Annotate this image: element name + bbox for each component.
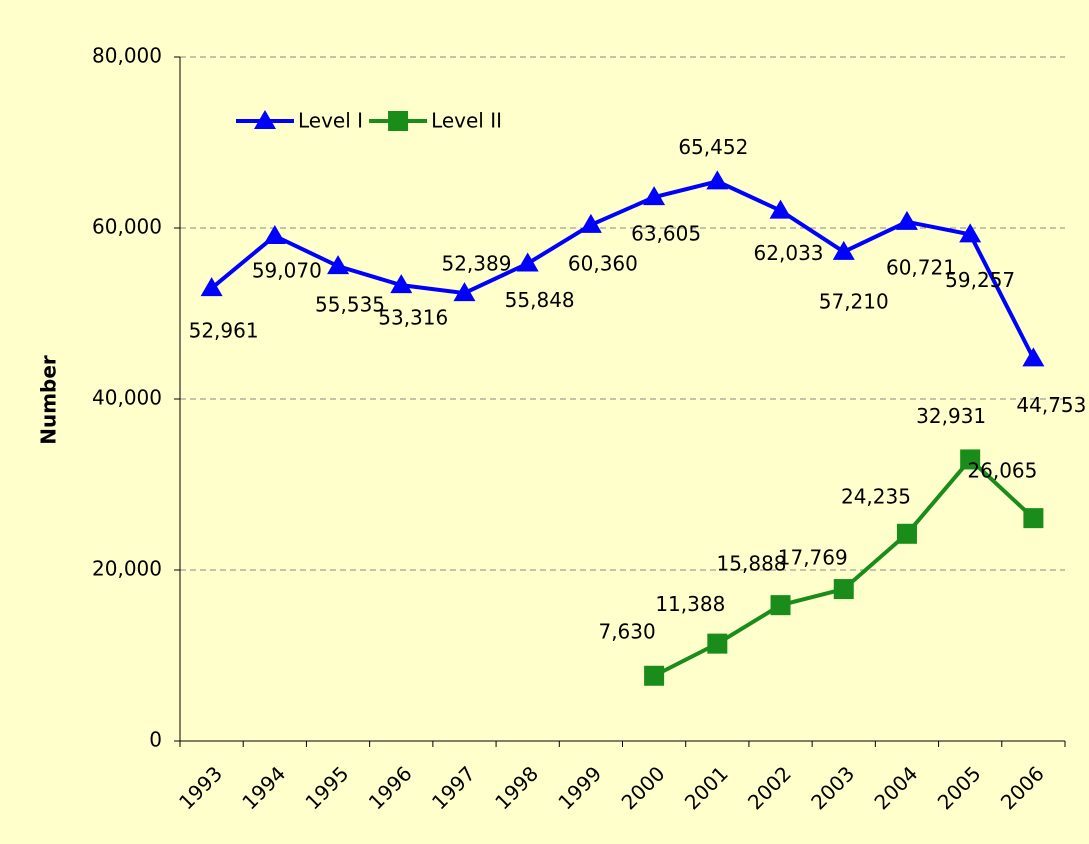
data-label: 26,065 xyxy=(967,459,1037,483)
y-tick-label: 60,000 xyxy=(92,215,162,239)
data-label: 44,753 xyxy=(1016,393,1086,417)
data-point xyxy=(516,252,539,272)
y-tick-label: 80,000 xyxy=(92,44,162,68)
data-point xyxy=(263,224,286,244)
data-label: 63,605 xyxy=(631,222,701,246)
data-label: 60,721 xyxy=(886,255,956,279)
y-tick-label: 0 xyxy=(149,728,162,752)
data-label: 62,033 xyxy=(754,241,824,265)
data-label: 53,316 xyxy=(378,306,448,330)
data-point xyxy=(579,213,602,233)
data-label: 60,360 xyxy=(568,251,638,275)
data-point xyxy=(1022,347,1045,367)
data-label: 11,388 xyxy=(655,592,725,616)
data-label: 52,389 xyxy=(441,252,511,276)
legend-label: Level I xyxy=(298,109,363,133)
data-label: 55,848 xyxy=(505,288,575,312)
data-label: 55,535 xyxy=(315,293,385,317)
data-label: 59,257 xyxy=(945,268,1015,292)
data-label: 24,235 xyxy=(841,484,911,508)
data-point xyxy=(960,449,981,470)
data-point xyxy=(832,240,855,260)
legend-label: Level II xyxy=(431,109,502,133)
data-point xyxy=(770,595,791,616)
data-point xyxy=(706,170,729,190)
data-point xyxy=(833,579,854,600)
data-label: 7,630 xyxy=(598,619,655,643)
data-point xyxy=(327,255,350,275)
data-point xyxy=(1023,508,1044,529)
legend-marker xyxy=(388,111,409,131)
series-line xyxy=(210,179,1036,360)
data-label: 15,888 xyxy=(717,552,787,576)
data-point xyxy=(707,633,728,654)
data-point xyxy=(644,665,665,686)
data-point xyxy=(769,199,792,219)
y-axis-title: Number xyxy=(37,355,61,445)
data-label: 57,210 xyxy=(819,289,889,313)
data-point xyxy=(959,223,982,243)
data-point xyxy=(895,210,918,230)
y-tick-label: 20,000 xyxy=(92,557,162,581)
data-point xyxy=(643,186,666,206)
data-label: 17,769 xyxy=(778,546,848,570)
data-point xyxy=(200,277,223,297)
data-point xyxy=(453,282,476,302)
data-label: 32,931 xyxy=(916,404,986,428)
data-point xyxy=(390,274,413,294)
data-label: 52,961 xyxy=(189,319,259,343)
data-point xyxy=(896,523,917,544)
legend-marker xyxy=(254,110,276,129)
data-label: 65,452 xyxy=(678,135,748,159)
y-tick-label: 40,000 xyxy=(92,386,162,410)
data-label: 59,070 xyxy=(252,258,322,282)
